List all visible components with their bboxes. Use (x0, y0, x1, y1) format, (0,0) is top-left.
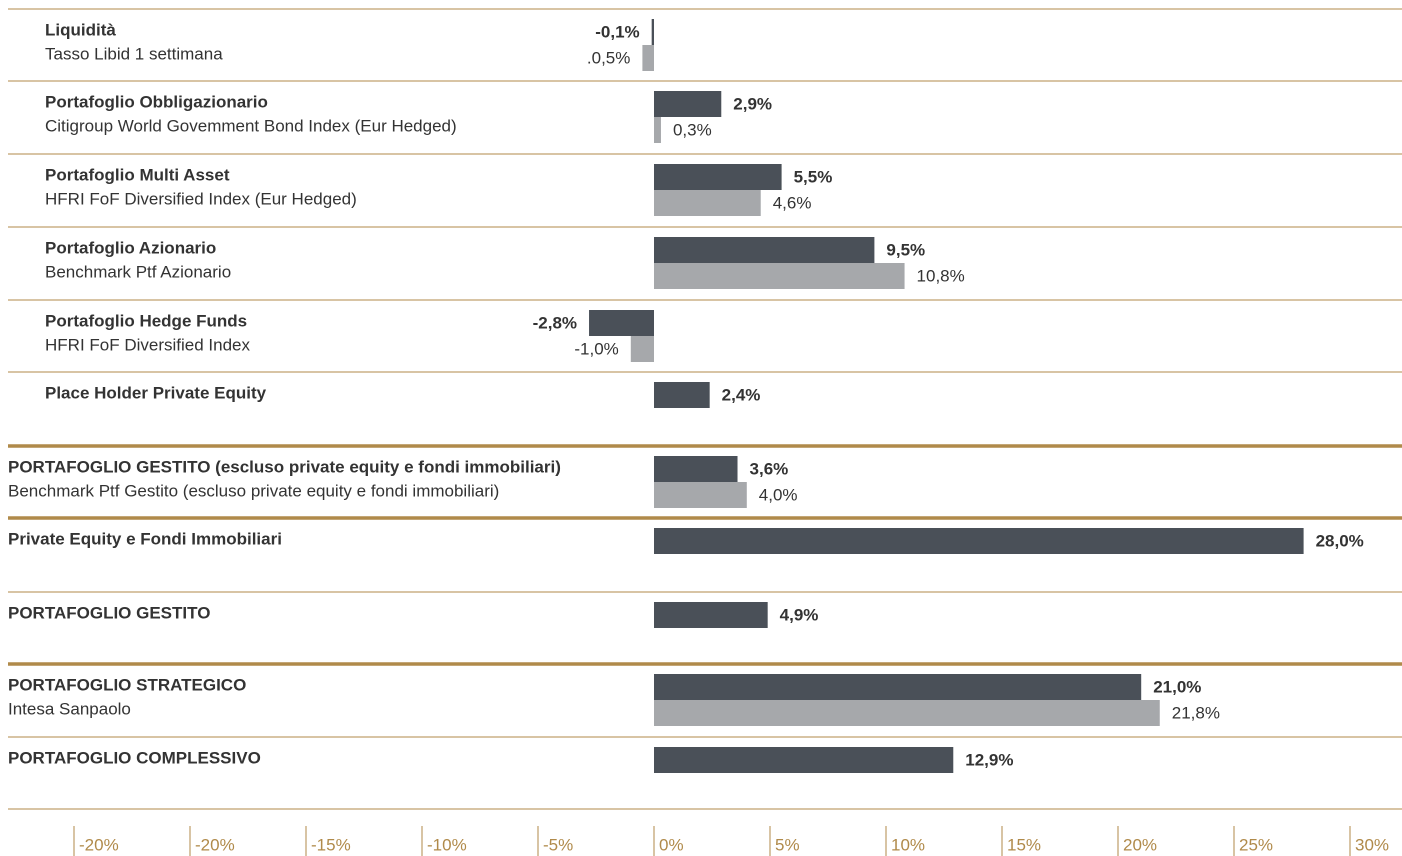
row-sublabel: Tasso Libid 1 settimana (45, 44, 223, 63)
value-label: 21,0% (1153, 677, 1201, 696)
x-tick-label: 15% (1007, 835, 1041, 854)
row-label: Portafoglio Multi Asset (45, 165, 230, 184)
value-label: 4,9% (780, 605, 819, 624)
portfolio-bar (651, 19, 654, 45)
row-label: Private Equity e Fondi Immobiliari (8, 529, 282, 548)
benchmark-bar (654, 263, 905, 289)
value-label: 5,5% (794, 167, 833, 186)
value-label: 2,4% (722, 385, 761, 404)
row-label: PORTAFOGLIO COMPLESSIVO (8, 748, 261, 767)
portfolio-bar (589, 310, 654, 336)
row-label: PORTAFOGLIO GESTITO (8, 603, 210, 622)
portfolio-bar (654, 747, 954, 773)
value-label: -2,8% (533, 313, 577, 332)
portfolio-bar (654, 164, 782, 190)
row-sublabel: HFRI FoF Diversified Index (Eur Hedged) (45, 189, 357, 208)
value-label: 2,9% (733, 94, 772, 113)
row-sublabel: HFRI FoF Diversified Index (45, 335, 250, 354)
value-label: 0,3% (673, 120, 712, 139)
row-label: Portafoglio Hedge Funds (45, 311, 247, 330)
value-label: .0,5% (587, 48, 630, 67)
portfolio-bar (654, 674, 1142, 700)
row-sublabel: Citigroup World Govemment Bond Index (Eu… (45, 116, 457, 135)
benchmark-bar (654, 700, 1160, 726)
value-label: 9,5% (886, 240, 925, 259)
row-sublabel: Benchmark Ptf Gestito (escluso private e… (8, 481, 499, 500)
row-label: Place Holder Private Equity (45, 383, 267, 402)
portfolio-bar (654, 602, 768, 628)
x-tick-label: -15% (311, 835, 351, 854)
x-tick-label: -20% (79, 835, 119, 854)
x-tick-label: -5% (543, 835, 573, 854)
portfolio-bar (654, 382, 710, 408)
benchmark-bar (642, 45, 654, 71)
row-label: Portafoglio Obbligazionario (45, 92, 268, 111)
value-label: -0,1% (595, 22, 639, 41)
value-label: 4,0% (759, 485, 798, 504)
benchmark-bar (654, 190, 761, 216)
row-label: Liquidità (45, 20, 116, 39)
x-tick-label: 5% (775, 835, 800, 854)
row-label: PORTAFOGLIO GESTITO (escluso private equ… (8, 457, 561, 476)
row-sublabel: Intesa Sanpaolo (8, 699, 131, 718)
x-tick-label: -10% (427, 835, 467, 854)
benchmark-bar (654, 117, 661, 143)
portfolio-bar (654, 528, 1304, 554)
row-label: PORTAFOGLIO STRATEGICO (8, 675, 246, 694)
value-label: 12,9% (965, 750, 1013, 769)
x-tick-label: -20% (195, 835, 235, 854)
value-label: -1,0% (574, 339, 618, 358)
row-label: Portafoglio Azionario (45, 238, 216, 257)
value-label: 28,0% (1316, 531, 1364, 550)
x-tick-label: 20% (1123, 835, 1157, 854)
benchmark-bar (654, 482, 747, 508)
value-label: 4,6% (773, 193, 812, 212)
benchmark-bar (630, 336, 654, 362)
x-tick-label: 10% (891, 835, 925, 854)
x-tick-label: 30% (1355, 835, 1389, 854)
x-tick-label: 0% (659, 835, 684, 854)
x-tick-label: 25% (1239, 835, 1273, 854)
portfolio-bar (654, 237, 875, 263)
portfolio-bar (654, 91, 722, 117)
value-label: 10,8% (917, 266, 965, 285)
row-sublabel: Benchmark Ptf Azionario (45, 262, 231, 281)
portfolio-bar (654, 456, 738, 482)
value-label: 3,6% (750, 459, 789, 478)
value-label: 21,8% (1172, 703, 1220, 722)
